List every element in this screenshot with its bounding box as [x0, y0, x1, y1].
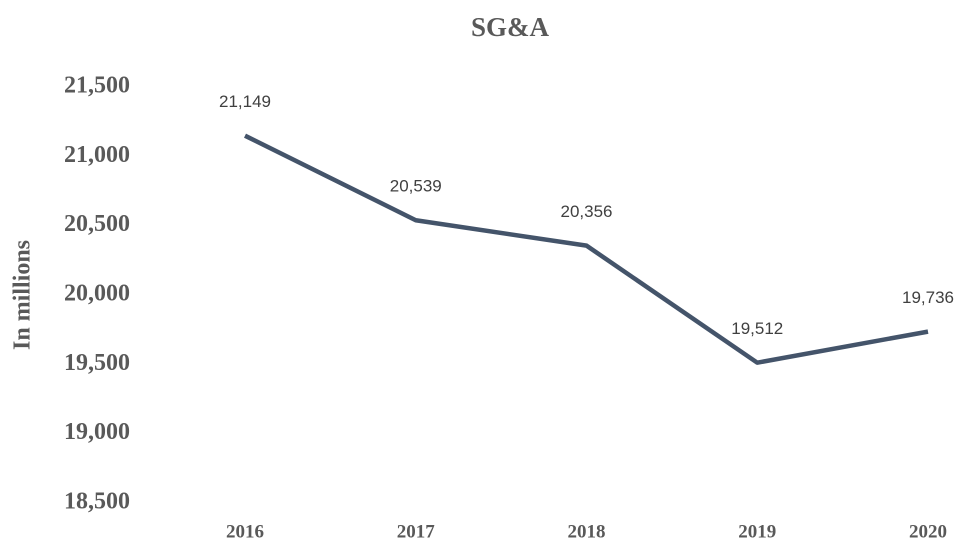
- y-axis-label: In millions: [10, 240, 36, 350]
- x-tick-label: 2020: [909, 521, 947, 542]
- x-tick-label: 2016: [226, 521, 264, 542]
- x-tick-label: 2018: [568, 521, 606, 542]
- data-label: 20,356: [561, 202, 613, 221]
- line: [244, 133, 929, 365]
- y-tick-label: 19,000: [64, 419, 130, 445]
- data-label: 19,512: [731, 319, 783, 338]
- x-tick-label: 2017: [397, 521, 436, 542]
- data-label: 21,149: [219, 92, 271, 111]
- chart-title: SG&A: [471, 12, 550, 42]
- y-tick-label: 20,500: [64, 211, 130, 237]
- y-tick-label: 19,500: [64, 350, 130, 376]
- y-tick-label: 21,000: [64, 142, 130, 168]
- data-label: 20,539: [390, 177, 442, 196]
- y-tick-label: 20,000: [64, 281, 130, 307]
- x-tick-label: 2019: [738, 521, 776, 542]
- data-label: 19,736: [902, 288, 954, 307]
- y-tick-label: 21,500: [64, 73, 130, 99]
- y-tick-label: 18,500: [64, 489, 130, 515]
